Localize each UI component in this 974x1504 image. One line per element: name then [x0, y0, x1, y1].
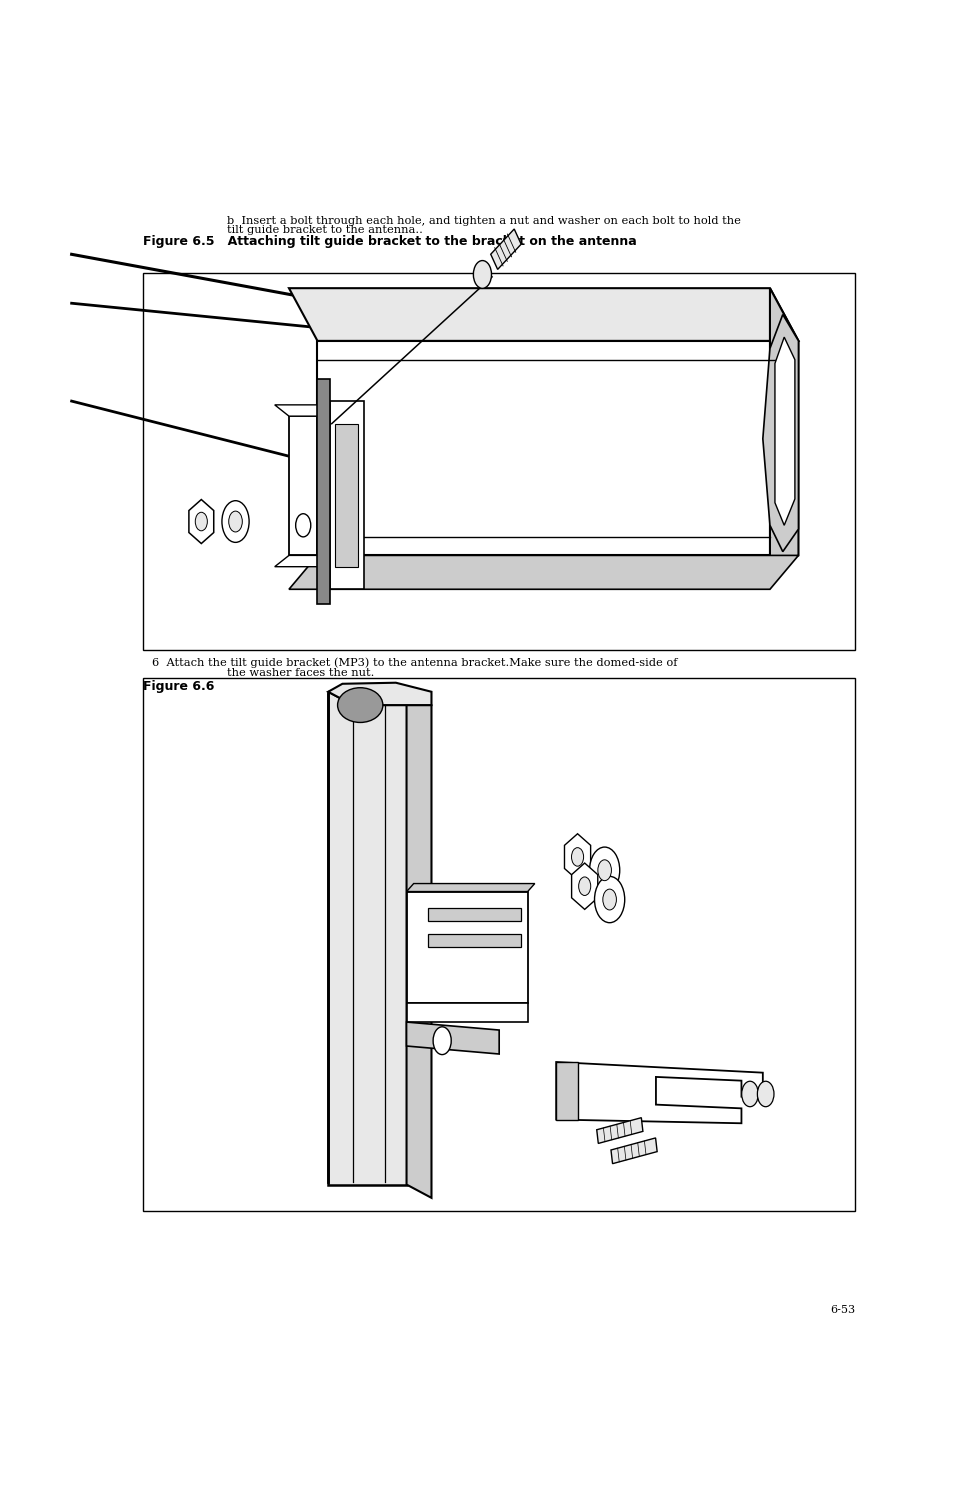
- Text: Figure 6.6: Figure 6.6: [143, 680, 214, 693]
- Circle shape: [758, 1081, 774, 1107]
- Circle shape: [433, 1027, 451, 1054]
- Circle shape: [589, 847, 619, 893]
- Polygon shape: [406, 1003, 528, 1023]
- Polygon shape: [491, 229, 521, 269]
- Polygon shape: [289, 417, 318, 555]
- Text: 6-53: 6-53: [831, 1305, 855, 1316]
- Ellipse shape: [338, 687, 383, 722]
- Circle shape: [296, 514, 311, 537]
- Polygon shape: [406, 883, 535, 892]
- Text: 6  Attach the tilt guide bracket (MP3) to the antenna bracket.Make sure the dome: 6 Attach the tilt guide bracket (MP3) to…: [152, 657, 678, 668]
- Polygon shape: [275, 555, 328, 567]
- Polygon shape: [406, 1023, 500, 1054]
- Polygon shape: [335, 424, 358, 567]
- Polygon shape: [775, 337, 795, 525]
- Text: Figure 6.5   Attaching tilt guide bracket to the bracket on the antenna: Figure 6.5 Attaching tilt guide bracket …: [143, 235, 637, 248]
- Circle shape: [229, 511, 243, 532]
- Polygon shape: [763, 314, 799, 552]
- Polygon shape: [329, 402, 363, 590]
- Polygon shape: [406, 892, 528, 1003]
- Polygon shape: [597, 1117, 643, 1143]
- Circle shape: [222, 501, 249, 543]
- Polygon shape: [275, 405, 328, 417]
- Text: the washer faces the nut.: the washer faces the nut.: [228, 668, 375, 678]
- Circle shape: [473, 260, 492, 289]
- Polygon shape: [189, 499, 213, 543]
- Polygon shape: [565, 833, 590, 880]
- Polygon shape: [428, 934, 520, 948]
- Polygon shape: [289, 555, 799, 590]
- Text: tilt guide bracket to the antenna..: tilt guide bracket to the antenna..: [228, 226, 424, 235]
- Polygon shape: [318, 379, 329, 605]
- Circle shape: [195, 513, 207, 531]
- Circle shape: [594, 877, 624, 922]
- Text: b  Insert a bolt through each hole, and tighten a nut and washer on each bolt to: b Insert a bolt through each hole, and t…: [228, 215, 741, 226]
- Circle shape: [579, 877, 590, 895]
- Polygon shape: [770, 289, 799, 567]
- Polygon shape: [328, 692, 406, 1185]
- Polygon shape: [611, 1139, 657, 1164]
- Polygon shape: [328, 692, 431, 705]
- Polygon shape: [328, 683, 431, 705]
- Polygon shape: [428, 907, 520, 920]
- Polygon shape: [572, 863, 598, 910]
- Circle shape: [598, 860, 612, 881]
- Polygon shape: [289, 289, 799, 341]
- Polygon shape: [556, 1062, 763, 1123]
- Polygon shape: [406, 692, 431, 1197]
- Polygon shape: [318, 341, 799, 555]
- Polygon shape: [556, 1062, 578, 1119]
- Circle shape: [572, 848, 583, 866]
- Bar: [143, 678, 855, 1211]
- Bar: [143, 274, 855, 650]
- Circle shape: [741, 1081, 759, 1107]
- Circle shape: [603, 889, 617, 910]
